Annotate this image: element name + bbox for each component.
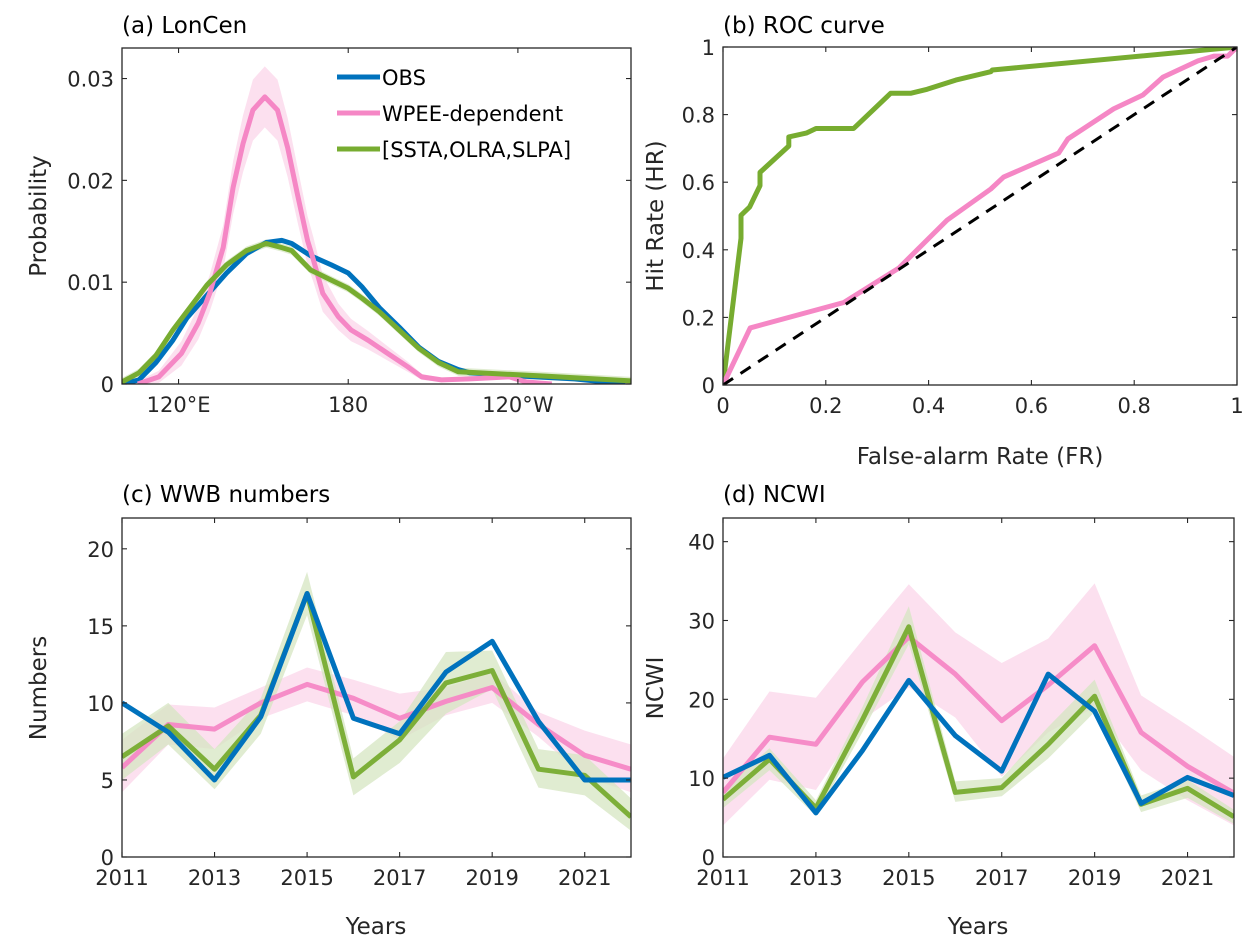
y-tick-label: 0.6 [682, 171, 715, 195]
y-tick-label: 20 [87, 538, 114, 562]
x-tick-label: 2013 [188, 866, 241, 890]
panel-a-legend: OBS WPEE-dependent [SSTA,OLRA,SLPA] [337, 66, 571, 162]
y-tick-label: 0.01 [67, 271, 114, 295]
x-tick-label: 2011 [696, 866, 749, 890]
y-tick-label: 20 [688, 688, 715, 712]
series-line-wpee-dependent [723, 47, 1237, 385]
panel-c-ticks: 2011 2013 2015 2017 2019 2021 0 5 10 15 20 [87, 518, 631, 890]
panel-b-axes [722, 46, 1238, 386]
panel-a-title: (a) LonCen [122, 13, 247, 39]
y-tick-label: 1 [702, 36, 715, 60]
band-wpee-dependent [723, 583, 1234, 826]
panel-d-title: (d) NCWI [723, 482, 826, 508]
x-tick-label: 120°E [147, 393, 211, 417]
y-tick-label: 0 [702, 846, 715, 870]
panel-a-axes [121, 47, 632, 385]
x-tick-label: 0.8 [1117, 394, 1150, 418]
y-tick-label: 15 [87, 615, 114, 639]
panel-a-ticks: 120°E 180 120°W 0 0.01 0.02 0.03 [67, 48, 631, 417]
panel-c-ylabel: Numbers [26, 636, 52, 740]
series-line-no-skill-diagonal [723, 47, 1237, 385]
panel-b-lines [723, 47, 1237, 385]
y-tick-label: 0 [101, 373, 114, 397]
panel-d-ncwi: (d) NCWI 2011 2013 2015 2017 2019 2021 0 10 20 30… [643, 482, 1235, 940]
panel-c-title: (c) WWB numbers [122, 482, 330, 508]
x-tick-label: 0.6 [1015, 394, 1048, 418]
legend-label-wpee: WPEE-dependent [382, 102, 563, 126]
panel-c-wwb: (c) WWB numbers 2011 2013 2015 2017 2019 2021… [26, 482, 632, 940]
panel-a-ylabel: Probability [26, 155, 52, 277]
y-tick-label: 10 [87, 692, 114, 716]
panel-a-loncen: (a) LonCen 120°E 180 120°W 0 0.01 0.02 0.03 Pr… [26, 13, 632, 417]
panel-b-ylabel: Hit Rate (HR) [643, 140, 669, 291]
panel-c-axes [121, 517, 632, 858]
series-line-obs [122, 591, 631, 783]
x-tick-label: 2013 [789, 866, 842, 890]
y-tick-label: 0.8 [682, 104, 715, 128]
legend-label-obs: OBS [382, 66, 426, 90]
y-tick-label: 30 [688, 609, 715, 633]
panel-c-xlabel: Years [345, 914, 407, 940]
panel-b-title: (b) ROC curve [723, 13, 885, 39]
series-line-obs [723, 671, 1234, 816]
x-tick-label: 120°W [482, 393, 554, 417]
x-tick-label: 2015 [280, 866, 333, 890]
panel-d-axes [722, 517, 1235, 858]
series-line-wpee-dependent [723, 634, 1234, 796]
y-tick-label: 0.02 [67, 169, 114, 193]
x-tick-label: 2017 [373, 866, 426, 890]
x-tick-label: 2019 [1068, 866, 1121, 890]
x-tick-label: 2019 [465, 866, 518, 890]
panel-b-xlabel: False-alarm Rate (FR) [857, 444, 1104, 470]
panel-c-lines [122, 591, 631, 819]
y-tick-label: 0 [702, 374, 715, 398]
x-tick-label: 180 [328, 393, 368, 417]
x-tick-label: 2021 [558, 866, 611, 890]
y-tick-label: 10 [688, 767, 715, 791]
x-tick-label: 2011 [95, 866, 148, 890]
y-tick-label: 0.2 [682, 306, 715, 330]
panel-d-lines [723, 624, 1234, 819]
x-tick-label: 1 [1230, 394, 1243, 418]
y-tick-label: 40 [688, 531, 715, 555]
band-ssta-olra-slpa [723, 606, 1234, 824]
y-tick-label: 0 [101, 846, 114, 870]
x-tick-label: 2015 [882, 866, 935, 890]
panel-d-ticks: 2011 2013 2015 2017 2019 2021 0 10 20 30 40 [688, 518, 1234, 890]
series-line-ssta-olra-slpa [122, 241, 631, 384]
y-tick-label: 5 [101, 769, 114, 793]
legend-label-ssta: [SSTA,OLRA,SLPA] [382, 138, 571, 162]
panel-b-ticks: 0 0.2 0.4 0.6 0.8 1 0 0.2 0.4 0.6 0.8 1 [682, 36, 1244, 418]
band-ssta-olra-slpa [122, 571, 631, 831]
x-tick-label: 2021 [1161, 866, 1214, 890]
panel-c-bands [122, 571, 631, 831]
panel-d-ylabel: NCWI [643, 657, 669, 720]
x-tick-label: 0.4 [912, 394, 945, 418]
x-tick-label: 0 [716, 394, 729, 418]
panel-d-bands [723, 583, 1234, 826]
series-line-ssta-olra-slpa [723, 47, 1237, 385]
series-line-ssta-olra-slpa [122, 591, 631, 819]
x-tick-label: 2017 [975, 866, 1028, 890]
panel-a-lines [122, 94, 631, 384]
x-tick-label: 0.2 [809, 394, 842, 418]
y-tick-label: 0.03 [67, 68, 114, 92]
panel-d-xlabel: Years [947, 914, 1009, 940]
panel-b-roc: (b) ROC curve 0 0.2 0.4 0.6 0.8 1 0 0.2 0.4 0.6 0.… [643, 13, 1244, 470]
y-tick-label: 0.4 [682, 239, 715, 263]
